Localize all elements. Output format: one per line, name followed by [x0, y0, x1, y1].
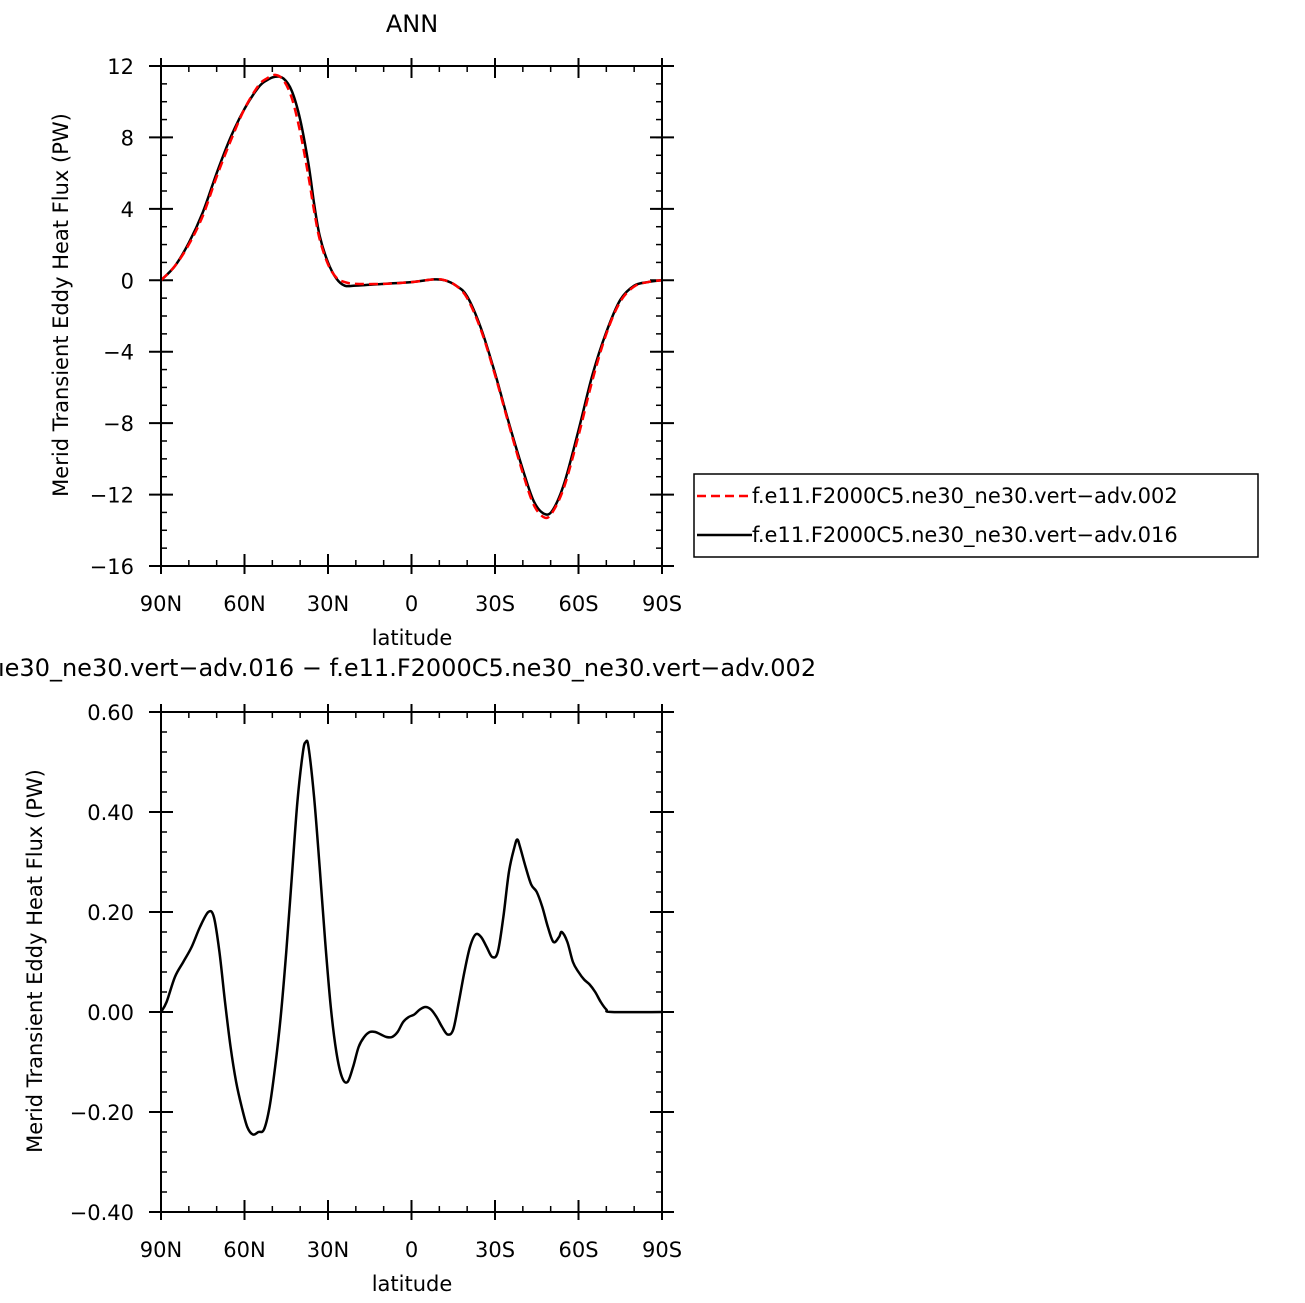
top-x-tick-label: 60N	[223, 592, 265, 616]
bottom-x-tick-label: 0	[405, 1238, 418, 1262]
top-x-tick-label: 30S	[475, 592, 515, 616]
bottom-y-tick-label: 0.60	[87, 701, 134, 725]
legend-label-series-016: f.e11.F2000C5.ne30_ne30.vert−adv.016	[752, 523, 1178, 548]
legend: f.e11.F2000C5.ne30_ne30.vert−adv.002 f.e…	[693, 473, 1259, 558]
top-y-tick-label: −4	[103, 341, 134, 365]
panel-bottom-frame	[160, 711, 663, 1213]
top-y-tick-label: 4	[121, 198, 134, 222]
panel-top-ylabel: Merid Transient Eddy Heat Flux (PW)	[49, 113, 73, 497]
panel-bottom-ylabel: Merid Transient Eddy Heat Flux (PW)	[23, 769, 47, 1153]
bottom-x-tick-label: 30S	[475, 1238, 515, 1262]
panel-bottom-series	[159, 739, 664, 1136]
panel-top: ANN Merid Transient Eddy Heat Flux (PW) …	[49, 10, 682, 650]
top-x-tick-label: 60S	[558, 592, 598, 616]
top-y-tick-label: 8	[121, 126, 134, 150]
panel-top-ticks	[149, 58, 674, 574]
top-x-tick-label: 90N	[140, 592, 182, 616]
top-y-tick-label: −8	[103, 412, 134, 436]
bottom-x-tick-label: 30N	[307, 1238, 349, 1262]
panel-bottom-ticklabels: 90N 60N 30N 0 30S 60S 90S 0.60 0.40 0.20 0.00 −0.20…	[70, 701, 682, 1262]
top-y-tick-label: 0	[121, 269, 134, 293]
panel-top-frame	[160, 65, 663, 567]
bottom-y-tick-label: 0.00	[87, 1001, 134, 1025]
top-y-tick-label: 12	[107, 55, 134, 79]
panel-bottom: ıe30_ne30.vert−adv.016 − f.e11.F2000C5.n…	[0, 654, 816, 1296]
panel-bottom-xlabel: latitude	[372, 1272, 453, 1296]
panel-bottom-ticks	[149, 704, 674, 1220]
panel-top-ticklabels: 90N 60N 30N 0 30S 60S 90S 12 8 4 0 −4 −8 −12 −16	[90, 55, 682, 616]
top-y-tick-label: −12	[90, 484, 134, 508]
top-series-line-0	[160, 73, 663, 520]
top-series-line-1	[159, 75, 664, 516]
panel-top-series	[159, 73, 664, 520]
bottom-y-tick-label: 0.20	[87, 901, 134, 925]
bottom-x-tick-label: 90S	[642, 1238, 682, 1262]
panel-top-title: ANN	[386, 10, 438, 38]
panel-bottom-title: ıe30_ne30.vert−adv.016 − f.e11.F2000C5.n…	[0, 654, 816, 682]
bottom-y-tick-label: −0.40	[70, 1201, 134, 1225]
bottom-y-tick-label: 0.40	[87, 801, 134, 825]
top-x-tick-label: 30N	[307, 592, 349, 616]
top-y-tick-label: −16	[90, 555, 134, 579]
bottom-series-line-0	[159, 739, 664, 1136]
bottom-x-tick-label: 60S	[558, 1238, 598, 1262]
bottom-x-tick-label: 60N	[223, 1238, 265, 1262]
top-x-tick-label: 90S	[642, 592, 682, 616]
panel-top-xlabel: latitude	[372, 626, 453, 650]
bottom-y-tick-label: −0.20	[70, 1101, 134, 1125]
top-x-tick-label: 0	[405, 592, 418, 616]
legend-label-series-002: f.e11.F2000C5.ne30_ne30.vert−adv.002	[752, 484, 1178, 509]
bottom-x-tick-label: 90N	[140, 1238, 182, 1262]
legend-box	[693, 473, 1259, 558]
